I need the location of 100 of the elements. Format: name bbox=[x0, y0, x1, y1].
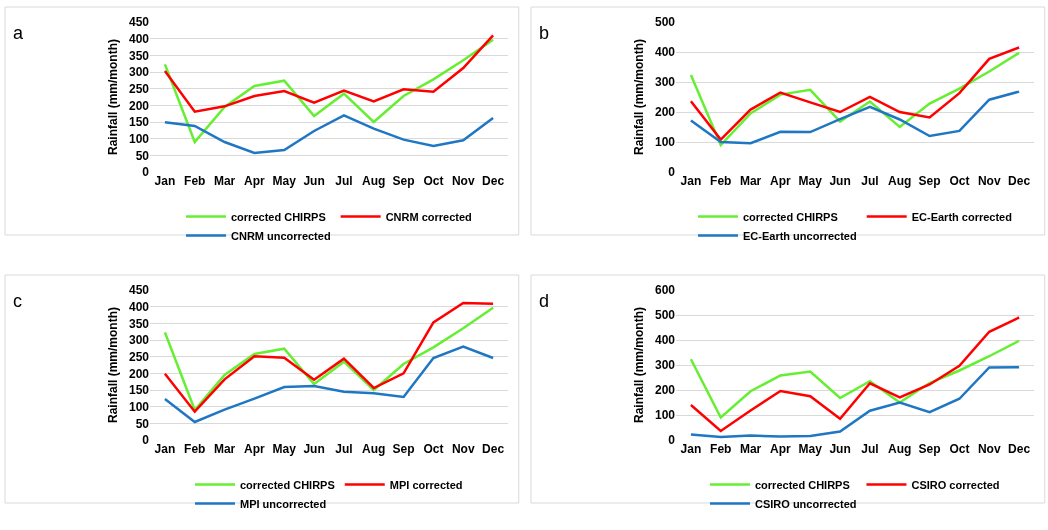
x-tick-label: Oct bbox=[423, 174, 444, 188]
y-tick-label: 50 bbox=[135, 416, 150, 431]
legend-label: MPI corrected bbox=[389, 478, 463, 491]
legend-label: corrected CHIRPS bbox=[743, 210, 838, 223]
y-tick-label: 400 bbox=[128, 299, 150, 314]
legend-label: CNRM corrected bbox=[385, 210, 472, 223]
x-tick-label: Apr bbox=[770, 442, 792, 456]
x-tick-label: Jun bbox=[303, 174, 325, 188]
chart-title: a bbox=[13, 22, 24, 43]
y-tick-label: 200 bbox=[654, 383, 676, 398]
y-tick-label: 50 bbox=[135, 148, 150, 163]
legend-label: CNRM uncorrected bbox=[231, 229, 331, 242]
y-tick-label: 250 bbox=[128, 81, 150, 96]
y-tick-label: 300 bbox=[128, 333, 150, 348]
x-tick-label: Jun bbox=[303, 442, 325, 456]
x-tick-label: Aug bbox=[362, 174, 386, 188]
y-tick-label: 450 bbox=[128, 283, 150, 298]
x-tick-label: Nov bbox=[451, 442, 475, 456]
x-tick-label: Oct bbox=[949, 442, 970, 456]
line-series bbox=[689, 366, 1021, 439]
y-tick-label: 150 bbox=[128, 115, 150, 130]
legend-label: EC-Earth uncorrected bbox=[743, 229, 857, 242]
legend-label: CSIRO corrected bbox=[911, 478, 1000, 491]
legend-label: EC-Earth corrected bbox=[911, 210, 1012, 223]
y-tick-label: 150 bbox=[128, 383, 150, 398]
x-tick-label: Apr bbox=[770, 174, 792, 188]
y-axis-title: Rainfall (mm/month) bbox=[106, 39, 121, 155]
y-tick-label: 400 bbox=[128, 31, 150, 46]
y-tick-label: 350 bbox=[128, 316, 150, 331]
line-series bbox=[163, 114, 495, 155]
y-tick-label: 0 bbox=[668, 433, 676, 448]
x-tick-label: Mar bbox=[739, 174, 762, 188]
x-tick-label: Feb bbox=[710, 174, 732, 188]
line-series bbox=[163, 34, 495, 113]
x-tick-label: Jul bbox=[861, 174, 879, 188]
y-axis-title: Rainfall (mm/month) bbox=[632, 307, 647, 423]
y-tick-label: 100 bbox=[128, 399, 150, 414]
x-tick-label: Mar bbox=[739, 442, 762, 456]
x-tick-label: Feb bbox=[710, 442, 732, 456]
y-tick-label: 400 bbox=[654, 45, 676, 60]
x-tick-label: Apr bbox=[244, 442, 266, 456]
x-tick-label: Sep bbox=[918, 442, 941, 456]
x-tick-label: Sep bbox=[392, 442, 415, 456]
x-tick-label: Oct bbox=[423, 442, 444, 456]
x-tick-label: Dec bbox=[482, 442, 505, 456]
x-tick-label: Jan bbox=[680, 174, 702, 188]
legend-label: MPI uncorrected bbox=[240, 497, 327, 510]
legend-label: CSIRO uncorrected bbox=[755, 497, 857, 510]
x-tick-label: May bbox=[798, 174, 823, 188]
x-tick-label: Aug bbox=[888, 442, 912, 456]
y-tick-label: 0 bbox=[142, 433, 150, 448]
x-tick-label: Aug bbox=[888, 174, 912, 188]
chart-title: b bbox=[539, 22, 550, 43]
legend-label: corrected CHIRPS bbox=[240, 478, 335, 491]
y-tick-label: 0 bbox=[142, 165, 150, 180]
y-tick-label: 300 bbox=[654, 358, 676, 373]
y-tick-label: 250 bbox=[128, 349, 150, 364]
y-tick-label: 100 bbox=[128, 131, 150, 146]
y-tick-label: 450 bbox=[128, 15, 150, 30]
x-tick-label: Dec bbox=[482, 174, 505, 188]
x-tick-label: Feb bbox=[184, 174, 206, 188]
legend-label: corrected CHIRPS bbox=[755, 478, 850, 491]
x-tick-label: May bbox=[798, 442, 823, 456]
y-tick-label: 200 bbox=[128, 366, 150, 381]
y-tick-label: 100 bbox=[654, 408, 676, 423]
x-tick-label: May bbox=[272, 442, 297, 456]
x-tick-label: Jul bbox=[335, 174, 353, 188]
line-series bbox=[163, 38, 495, 144]
x-tick-label: Jul bbox=[861, 442, 879, 456]
x-tick-label: Jan bbox=[154, 442, 176, 456]
x-tick-label: Feb bbox=[184, 442, 206, 456]
x-tick-label: Oct bbox=[949, 174, 970, 188]
y-tick-label: 350 bbox=[128, 48, 150, 63]
legend-label: corrected CHIRPS bbox=[231, 210, 326, 223]
y-tick-label: 0 bbox=[668, 165, 676, 180]
y-tick-label: 200 bbox=[654, 105, 676, 120]
x-tick-label: Sep bbox=[392, 174, 415, 188]
x-tick-label: Jan bbox=[154, 174, 176, 188]
x-tick-label: Jun bbox=[829, 442, 851, 456]
y-tick-label: 300 bbox=[654, 75, 676, 90]
x-tick-label: Jun bbox=[829, 174, 851, 188]
x-tick-label: Dec bbox=[1008, 442, 1031, 456]
y-tick-label: 400 bbox=[654, 333, 676, 348]
y-tick-label: 600 bbox=[654, 283, 676, 298]
y-tick-label: 300 bbox=[128, 65, 150, 80]
y-axis-title: Rainfall (mm/month) bbox=[632, 39, 647, 155]
line-series bbox=[163, 345, 495, 424]
x-tick-label: May bbox=[272, 174, 297, 188]
x-tick-label: Sep bbox=[918, 174, 941, 188]
y-tick-label: 500 bbox=[654, 308, 676, 323]
x-tick-label: Mar bbox=[213, 174, 236, 188]
x-tick-label: Dec bbox=[1008, 174, 1031, 188]
line-series bbox=[689, 90, 1021, 145]
y-tick-label: 500 bbox=[654, 15, 676, 30]
chart-title: c bbox=[13, 290, 22, 311]
y-axis-title: Rainfall (mm/month) bbox=[106, 307, 121, 423]
y-tick-label: 200 bbox=[128, 98, 150, 113]
x-tick-label: Nov bbox=[977, 174, 1001, 188]
x-tick-label: Apr bbox=[244, 174, 266, 188]
x-tick-label: Jan bbox=[680, 442, 702, 456]
